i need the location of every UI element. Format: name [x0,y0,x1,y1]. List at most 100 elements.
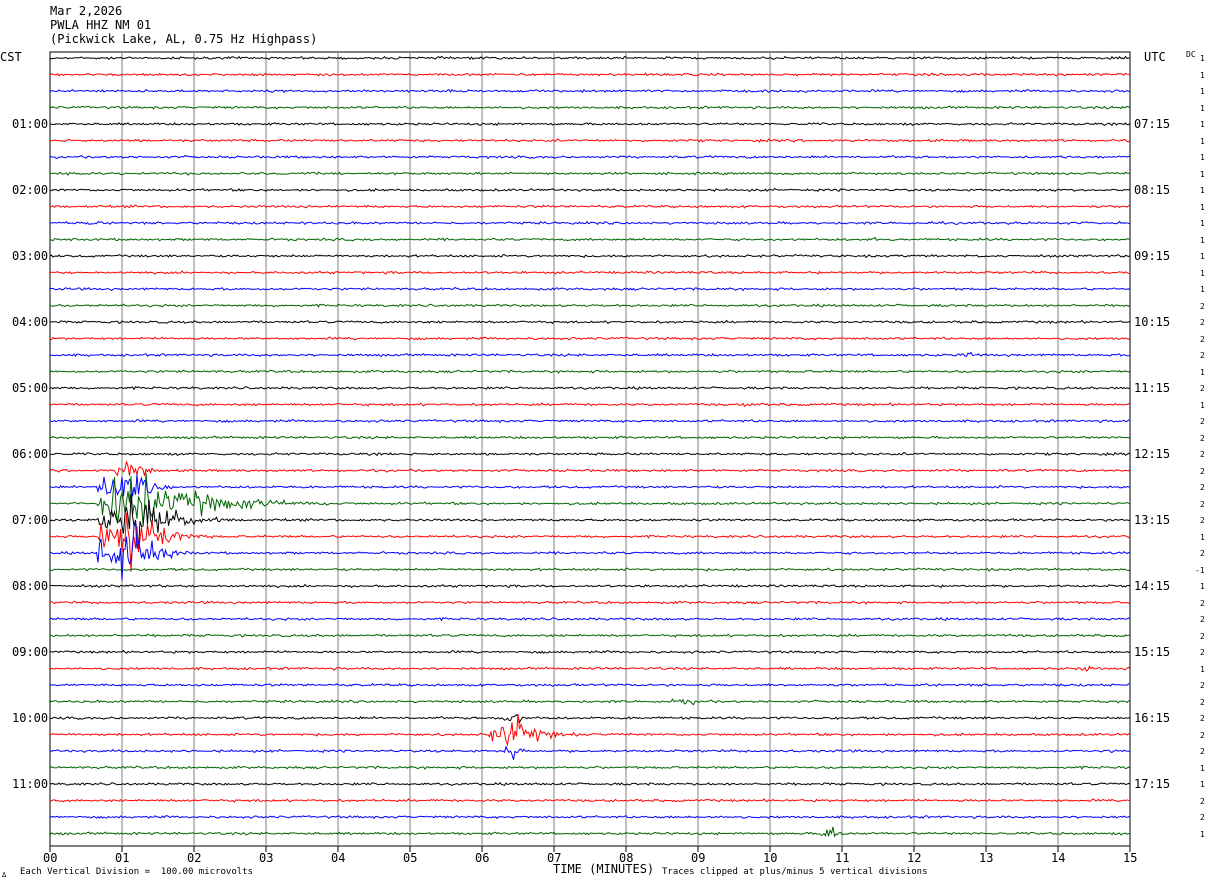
dc-offset-value: 1 [1200,54,1205,63]
x-tick-label: 11 [835,851,850,865]
seismic-trace-32 [49,583,1131,589]
seismic-trace-39 [49,698,1131,706]
seismic-trace-12 [49,253,1131,259]
seismic-trace-26 [49,474,1131,497]
dc-offset-value: 1 [1200,252,1205,261]
seismic-trace-31 [49,567,1131,572]
dc-offset-value: 2 [1200,598,1205,608]
dc-offset-value: 2 [1200,334,1205,344]
corner-mark-icon: ∆ [2,871,7,879]
utc-hour-label: 08:15 [1134,183,1171,197]
cst-hour-label: 09:00 [12,645,49,659]
seismic-trace-9 [49,204,1131,209]
seismic-trace-25 [49,461,1131,477]
seismic-trace-28 [49,493,1131,550]
dc-offset-value: 1 [1200,219,1205,228]
seismic-trace-20 [49,385,1131,391]
seismic-trace-33 [49,600,1131,605]
x-tick-label: 14 [1051,851,1066,865]
dc-offset-value: 2 [1200,549,1205,558]
left-timezone-label: CST [0,50,22,64]
seismic-trace-40 [49,713,1131,724]
dc-offset-value: 1 [1200,103,1205,113]
utc-hour-label: 14:15 [1134,579,1171,593]
seismic-trace-13 [49,270,1131,275]
dc-offset-value: 2 [1200,450,1205,459]
x-tick-label: 03 [259,851,274,865]
seismic-trace-16 [49,319,1131,325]
seismic-trace-23 [49,435,1130,440]
seismic-trace-34 [49,616,1131,622]
x-tick-label: 15 [1123,851,1138,865]
cst-hour-label: 05:00 [12,381,49,395]
dc-offset-value: 2 [1200,499,1205,509]
utc-hour-label: 15:15 [1134,645,1171,659]
x-tick-label: 08 [619,851,634,865]
x-tick-label: 05 [403,851,418,865]
dc-offset-value: 1 [1200,285,1205,294]
dc-offset-value: 2 [1200,631,1205,641]
seismic-trace-0 [49,55,1131,61]
clip-note: Traces clipped at plus/minus 5 vertical … [662,867,928,877]
seismic-trace-14 [49,286,1131,292]
dc-offset-value: 1 [1200,582,1205,591]
cst-hour-label: 01:00 [12,117,49,131]
utc-hour-label: 13:15 [1134,513,1171,527]
cst-hour-label: 11:00 [12,777,49,791]
x-tick-label: 13 [979,851,994,865]
dc-offset-value: 2 [1200,813,1205,822]
cst-hour-label: 10:00 [12,711,49,725]
seismic-trace-21 [49,402,1131,408]
dc-offset-value: 2 [1200,681,1205,690]
dc-offset-value: 2 [1200,714,1205,723]
x-tick-label: 12 [907,851,922,865]
dc-offset-value: 1 [1200,153,1205,162]
dc-offset-value: 1 [1200,87,1205,96]
header-station: PWLA HHZ NM 01 [50,18,152,32]
dc-offset-value: 2 [1200,516,1205,525]
dc-offset-value: 2 [1200,796,1205,806]
x-tick-label: 07 [547,851,562,865]
dc-offset-value: 1 [1200,532,1205,542]
seismic-trace-18 [49,351,1131,358]
dc-offset-value: 2 [1200,318,1205,327]
seismic-trace-44 [49,781,1131,787]
seismic-trace-38 [49,682,1131,688]
x-tick-label: 04 [331,851,346,865]
dc-offset-value: 1 [1200,120,1205,129]
seismic-trace-17 [49,336,1131,341]
x-tick-label: 09 [691,851,706,865]
utc-hour-label: 11:15 [1134,381,1171,395]
dc-offset-value: 2 [1200,747,1205,756]
utc-hour-label: 16:15 [1134,711,1171,725]
dc-offset-value: 1 [1200,202,1205,212]
seismic-trace-47 [49,826,1131,838]
dc-offset-value: 1 [1200,664,1205,674]
utc-hour-label: 12:15 [1134,447,1171,461]
seismic-trace-45 [49,798,1131,803]
seismic-trace-3 [49,105,1131,110]
seismic-trace-6 [49,154,1131,160]
cst-hour-label: 07:00 [12,513,49,527]
seismic-trace-37 [49,665,1131,672]
scale-note: Each Vertical Division = 100.00 microvol… [20,867,253,877]
dc-offset-value: 2 [1200,730,1205,740]
dc-offset-value: 2 [1200,351,1205,360]
dc-offset-value: 1 [1200,136,1205,146]
header-location: (Pickwick Lake, AL, 0.75 Hz Highpass) [50,32,318,46]
seismic-trace-30 [50,521,1131,581]
seismic-trace-41 [49,713,1131,747]
x-tick-label: 02 [187,851,202,865]
dc-offset-value: 1 [1200,235,1205,245]
dc-offset-value: 2 [1200,466,1205,476]
dc-offset-value: 1 [1200,268,1205,278]
dc-offset-value: 1 [1200,70,1205,80]
seismic-trace-7 [49,171,1131,177]
cst-hour-label: 08:00 [12,579,49,593]
seismic-trace-11 [49,236,1131,242]
dc-offset-value: 2 [1200,615,1205,624]
dc-offset-value: 2 [1200,301,1205,311]
cst-hour-label: 03:00 [12,249,49,263]
utc-hour-label: 10:15 [1134,315,1171,329]
